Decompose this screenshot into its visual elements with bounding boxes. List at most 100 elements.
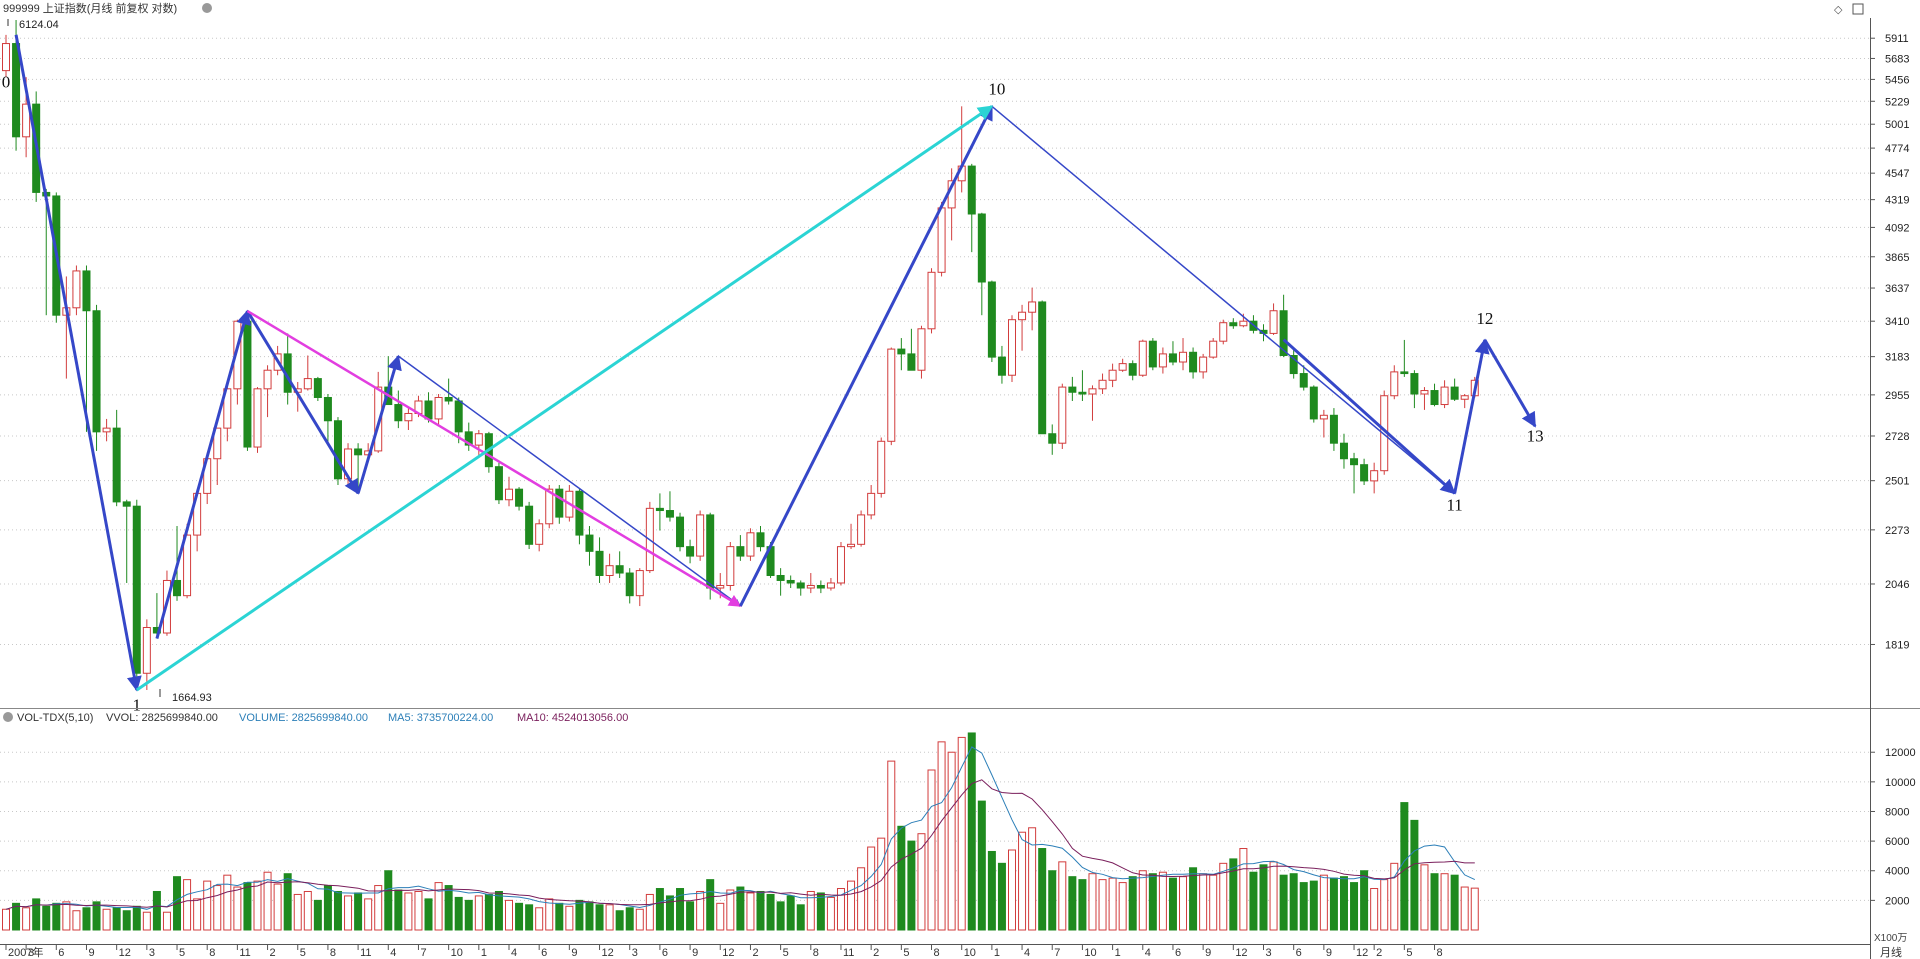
volume-bar [213,885,222,931]
volume-bar [505,899,513,931]
candle-body [987,281,996,358]
candle [2,34,10,78]
candle-body [1209,340,1218,358]
wave-line [1483,339,1537,428]
volume-bar [887,760,896,931]
candle [1088,385,1097,421]
title-dropdown-icon[interactable] [202,3,212,13]
time-tick-label: 3 [632,947,638,959]
volume-bar [92,901,101,931]
volume-bar [374,885,383,931]
wave-line [1282,338,1456,495]
candle [545,485,554,529]
candle [1189,347,1198,379]
candle-body [535,523,544,545]
indicator-dropdown-icon[interactable] [3,712,13,722]
volume-bar [565,905,574,931]
volume-tick-label: 8000 [1885,806,1909,818]
diamond-icon[interactable]: ◇ [1834,4,1843,16]
volume-tick-label: 2000 [1885,895,1909,907]
volume-bar [424,898,433,931]
candle [796,580,805,596]
volume-bar [42,905,51,931]
candle [1460,393,1469,409]
candle [907,328,916,371]
candle [877,437,886,498]
volume-bars [2,732,1479,931]
candle [1118,358,1127,372]
volume-bar [826,896,835,931]
candle [1008,315,1016,382]
price-tick-label: 5001 [1885,119,1909,131]
volume-bar [997,862,1006,931]
volume-bar [193,898,202,931]
time-tick-label: 7 [1054,947,1060,959]
volume-bar [1370,888,1379,931]
volume-panel: 2000 4000 6000 8000 10000 12000 [0,732,1916,931]
time-tick-label: 4 [1145,947,1151,959]
volume-bar [1430,873,1439,931]
price-tick-label: 4547 [1885,168,1909,180]
volume-bar [716,902,725,931]
volume-bar [112,907,121,931]
candle-body [1229,322,1238,327]
candle [1269,303,1278,335]
candle-body [1108,369,1117,381]
candle-body [1309,386,1318,420]
candle-body [1269,310,1278,334]
window-toggle-icon[interactable] [1852,3,1864,15]
candle [142,619,151,690]
candle-body [676,516,685,548]
wave-label: 13 [1527,426,1544,445]
candle-body [173,579,182,597]
candle [887,347,896,446]
candle-body [1219,322,1228,342]
time-tick-label: 2 [752,947,758,959]
volume-tick-label: 12000 [1885,747,1916,759]
ma10-value: MA10: 4524013056.00 [517,712,628,724]
candle [977,212,986,316]
time-tick-label: 8 [1437,947,1443,959]
candle-body [1360,464,1369,482]
candle [1179,338,1188,371]
volume-bar [1168,877,1177,931]
volume-tick-label: 6000 [1885,836,1909,848]
volume-bar [635,908,644,931]
candle-body [826,582,835,589]
candle [1420,387,1429,410]
candle-body [1329,414,1338,444]
volume-bar [444,885,453,931]
time-tick-label: 8 [209,947,215,959]
volume-bar [756,890,765,931]
candle [434,393,443,427]
candle-body [977,213,986,283]
volume-bar [575,899,584,931]
period-label: 月线 [1880,945,1902,959]
candle-body [253,388,262,448]
candle-body [1199,356,1208,373]
volume-bar [1420,864,1429,931]
candle [917,325,926,379]
candle [1329,408,1338,451]
time-tick-label: 6 [541,947,547,959]
time-tick-label: 2 [873,947,879,959]
volume-bar [1470,887,1479,931]
max-price-label: 6124.04 [19,19,59,31]
candle-body [867,492,876,516]
candle-body [12,43,21,138]
candle [575,489,584,545]
candle-body [1038,301,1047,435]
candle [857,510,866,547]
time-tick-label: 8 [330,947,336,959]
volume-bar [1078,879,1087,931]
min-price-label: 1664.93 [172,692,212,704]
volume-bar [474,895,483,931]
candle-body [132,505,141,674]
volume-bar [676,888,685,931]
wave-line [991,105,1456,494]
candle-body [1138,340,1147,376]
candle [585,526,594,566]
candle-body [927,271,936,330]
ma5-value: MA5: 3735700224.00 [388,712,493,724]
